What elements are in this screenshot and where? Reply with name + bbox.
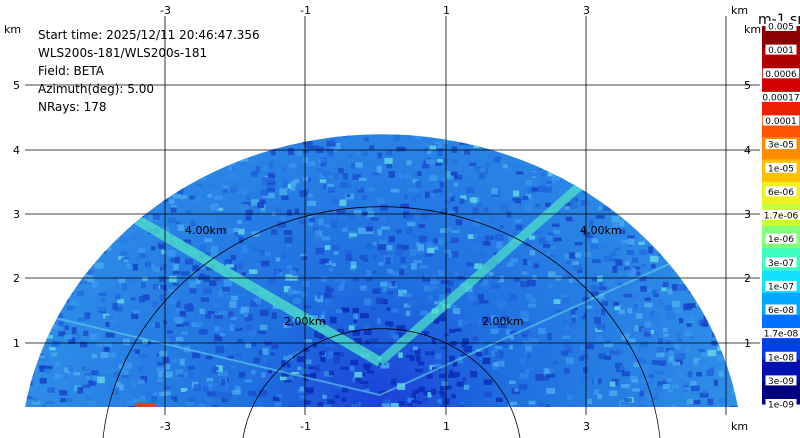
y-axis-right: km 5 4 3 2 1 (744, 23, 761, 350)
field-name: Field: BETA (38, 64, 104, 78)
colorbar-label: 0.005 (768, 23, 794, 33)
colorbar: m-1 sr-1 0.0050.0010.00060.000170.00013e… (758, 12, 800, 411)
colorbar-label-bg (760, 328, 800, 339)
ring-label-4km-right: 4.00km (580, 224, 622, 237)
x-tick-top: -3 (160, 4, 171, 17)
x-tick-bottom: 3 (583, 420, 590, 433)
colorbar-label: 3e-09 (768, 377, 794, 387)
colorbar-label: 3e-07 (768, 259, 794, 269)
y-tick-right: 5 (744, 79, 751, 92)
colorbar-label: 0.0001 (765, 117, 797, 127)
start-time: Start time: 2025/12/11 20:46:47.356 (38, 28, 260, 42)
colorbar-label: 1.7e-08 (764, 330, 799, 340)
colorbar-label: 0.0006 (765, 70, 797, 80)
colorbar-label-bg (765, 21, 797, 31)
colorbar-label: 1e-09 (768, 401, 794, 411)
colorbar-label-bg (765, 351, 797, 362)
colorbar-label-bg (765, 304, 797, 315)
x-tick-bottom: -1 (300, 420, 311, 433)
colorbar-label-bg (765, 44, 797, 55)
colorbar-step (762, 26, 800, 49)
colorbar-label: 6e-08 (768, 306, 794, 316)
y-tick-right: 3 (744, 208, 751, 221)
x-tick-top: -1 (300, 4, 311, 17)
aerosol-layer-left (97, 193, 383, 367)
nrays: NRays: 178 (38, 100, 107, 114)
range-rings (102, 206, 661, 438)
ring-label-4km-left: 4.00km (185, 224, 227, 237)
y-tick-right: 2 (744, 272, 751, 285)
colorbar-label-bg (765, 257, 797, 268)
colorbar-label: 1.7e-06 (764, 212, 799, 222)
colorbar-label: 1e-07 (768, 282, 794, 292)
y-tick-left: 3 (13, 208, 20, 221)
colorbar-label-bg (765, 233, 797, 244)
colorbar-label-bg (760, 210, 800, 220)
y-tick-right: 4 (744, 144, 751, 157)
x-tick-top: 1 (443, 4, 450, 17)
colorbar-label: 0.00017 (762, 93, 799, 103)
y-tick-left: 2 (13, 272, 20, 285)
y-tick-right: 1 (744, 337, 751, 350)
x-axis-bottom: -3 -1 1 3 km (160, 420, 748, 433)
colorbar-label-bg (765, 139, 797, 150)
colorbar-label: 1e-08 (768, 353, 794, 363)
x-tick-bottom: 1 (443, 420, 450, 433)
azimuth: Azimuth(deg): 5.00 (38, 82, 155, 96)
x-tick-top: 3 (583, 4, 590, 17)
y-unit-left: km (4, 23, 21, 36)
colorbar-label-bg (762, 115, 800, 126)
aerosol-layer-right (377, 151, 618, 366)
instrument-name: WLS200s-181/WLS200s-181 (38, 46, 208, 60)
colorbar-label: 1e-06 (768, 235, 794, 245)
x-tick-bottom: -3 (160, 420, 171, 433)
scan-info: Start time: 2025/12/11 20:46:47.356 WLS2… (38, 26, 260, 116)
y-axis-left: km 5 4 3 2 1 (4, 23, 21, 350)
y-tick-left: 5 (13, 79, 20, 92)
colorbar-label: 3e-05 (768, 141, 794, 151)
x-unit-top: km (731, 4, 748, 17)
colorbar-label-bg (765, 399, 797, 409)
ring-label-2km-right: 2.00km (482, 315, 524, 328)
colorbar-label: 6e-06 (768, 188, 794, 198)
colorbar-label: 1e-05 (768, 164, 794, 174)
colorbar-label-bg (762, 68, 800, 79)
grid (25, 16, 760, 415)
colorbar-label-bg (760, 91, 800, 102)
y-unit-right: km (744, 23, 761, 36)
colorbar-label: 0.001 (768, 46, 794, 56)
x-axis-top: -3 -1 1 3 km (160, 4, 748, 17)
x-unit-bottom: km (731, 420, 748, 433)
colorbar-label-bg (765, 186, 797, 197)
y-tick-left: 4 (13, 144, 20, 157)
backscatter-field (25, 134, 738, 408)
y-tick-left: 1 (13, 337, 20, 350)
colorbar-label-bg (765, 280, 797, 291)
colorbar-label-bg (765, 162, 797, 173)
ring-label-2km-left: 2.00km (284, 315, 326, 328)
colorbar-label-bg (765, 375, 797, 386)
colorbar-step (762, 381, 800, 405)
